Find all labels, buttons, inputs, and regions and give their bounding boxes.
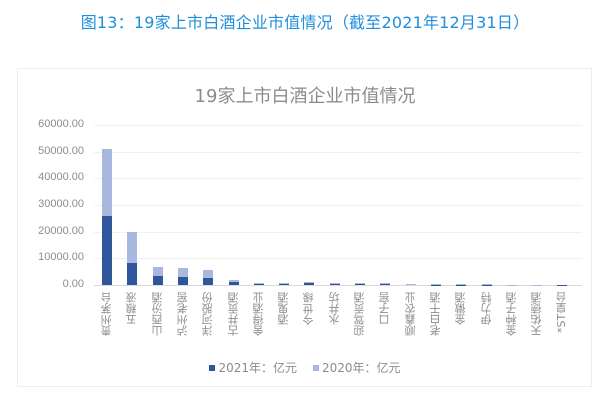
bar-0 (102, 149, 112, 285)
legend-item-2021: 2021年：亿元 (209, 359, 297, 376)
bar-segment-2021 (152, 276, 163, 285)
x-tick-label: 酒鬼酒 (277, 292, 291, 325)
gridline (94, 178, 582, 180)
x-tick-label: 金种子酒 (504, 292, 518, 336)
x-tick-label: 舍得酒业 (251, 292, 265, 336)
bar-11 (380, 283, 391, 285)
bar-13 (430, 284, 441, 285)
bar-segment-2020 (127, 231, 138, 263)
x-tick-label: 洋河股份 (201, 292, 215, 336)
bar-segment-2021 (127, 262, 138, 285)
bar-8 (304, 281, 315, 285)
x-tick-label: 贵州茅台 (100, 292, 113, 336)
bar-segment-2021 (177, 276, 188, 285)
y-tick-label: 0.00 (62, 278, 84, 290)
y-tick-label: 50000.00 (38, 144, 84, 157)
bar-segment-2021 (380, 283, 391, 285)
bar-segment-2021 (405, 284, 416, 285)
legend-swatch-2020 (313, 364, 319, 371)
bar-segment-2020 (329, 283, 340, 285)
bar-segment-2021 (355, 283, 365, 285)
y-tick-label: 30000.00 (38, 198, 84, 210)
bar-14 (456, 284, 467, 285)
bar-segment-2021 (228, 282, 239, 285)
bar-15 (481, 284, 492, 285)
x-tick-label: 口子窖 (378, 292, 392, 325)
bar-6 (253, 282, 264, 285)
y-tick-label: 60000.00 (38, 118, 84, 130)
x-tick-label: 伊力特 (479, 292, 493, 325)
x-tick-label: 水井坊 (327, 292, 341, 325)
bar-segment-2021 (279, 283, 290, 285)
bar-segment-2020 (203, 269, 214, 278)
legend-label-2020: 2020年：亿元 (322, 361, 401, 375)
y-tick-label: 40000.00 (38, 171, 84, 184)
bar-segment-2021 (329, 284, 340, 285)
bar-segment-2020 (152, 266, 163, 277)
x-tick-label: 山西汾酒 (150, 292, 164, 336)
x-tick-label: 泸州老窖 (175, 292, 189, 336)
gridline (94, 258, 582, 260)
bar-segment-2021 (102, 216, 112, 285)
legend: 2021年：亿元 2020年：亿元 (0, 359, 600, 376)
bar-segment-2020 (253, 282, 264, 284)
bar-segment-2021 (253, 283, 264, 285)
bar-7 (279, 283, 290, 285)
figure-title: 图13：19家上市白酒企业市值情况（截至2021年12月31日） (80, 13, 530, 32)
bar-4 (203, 269, 214, 285)
gridline (94, 125, 582, 126)
y-tick-label: 20000.00 (38, 224, 84, 237)
x-tick-label: 古井贡酒 (226, 292, 240, 336)
y-tick-label: 10000.00 (38, 251, 84, 264)
plot-area: 0.00 10000.00 20000.00 30000.00 40000.00 5000… (38, 118, 582, 290)
bar-1 (127, 231, 138, 285)
x-axis-line (94, 285, 582, 286)
bar-segment-2020 (304, 281, 315, 284)
bar-9 (329, 283, 340, 285)
bar-10 (355, 283, 365, 285)
x-tick-label: 金徽酒 (454, 292, 468, 325)
x-tick-label: 今世缘 (302, 292, 316, 325)
bar-segment-2020 (279, 283, 290, 284)
bar-segment-2020 (430, 284, 441, 285)
x-tick-label: 顺鑫农业 (403, 292, 417, 336)
chart-frame (17, 68, 592, 387)
bar-3 (177, 267, 188, 285)
bar-segment-2020 (102, 149, 112, 217)
gridline (94, 205, 582, 206)
x-tick-label: *ST皇台 (555, 292, 569, 334)
bar-segment-2021 (203, 277, 214, 285)
bar-12 (405, 283, 416, 285)
bar-segment-2020 (177, 267, 188, 277)
bar-segment-2020 (380, 283, 391, 284)
x-tick-label: 五粮液 (125, 292, 139, 325)
chart-title: 19家上市白酒企业市值情况 (194, 86, 416, 107)
bar-5 (228, 279, 239, 285)
bar-segment-2021 (304, 283, 315, 285)
x-tick-label: 天佑德酒 (530, 292, 544, 336)
x-tick-label: 老白干酒 (428, 292, 442, 336)
bar-segment-2020 (405, 283, 416, 285)
bar-segment-2020 (228, 279, 239, 283)
gridline (94, 231, 582, 233)
bar-16 (506, 284, 517, 285)
x-tick-label: 迎驾贡酒 (353, 292, 366, 336)
legend-item-2020: 2020年：亿元 (313, 359, 401, 376)
bar-segment-2020 (355, 283, 365, 284)
legend-swatch-2021 (209, 364, 216, 371)
legend-label-2021: 2021年：亿元 (218, 361, 297, 375)
gridline (94, 151, 582, 153)
bar-2 (152, 266, 163, 285)
